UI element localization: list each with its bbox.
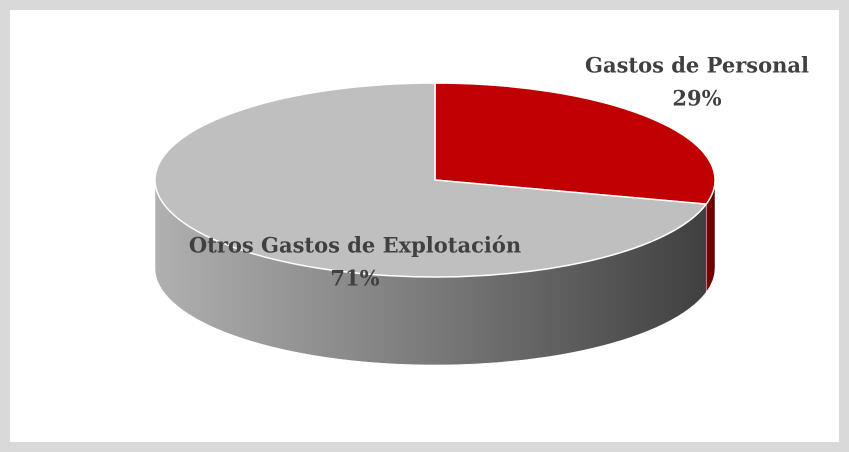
pie-slice	[154, 82, 708, 278]
pie	[154, 82, 716, 366]
slice-value-label: 29%	[672, 86, 721, 111]
slice-label: Gastos de Personal	[585, 53, 809, 78]
slice-label: Otros Gastos de Explotación	[189, 233, 521, 258]
pie-slice	[434, 82, 716, 205]
slice-value-label: 71%	[330, 266, 379, 291]
